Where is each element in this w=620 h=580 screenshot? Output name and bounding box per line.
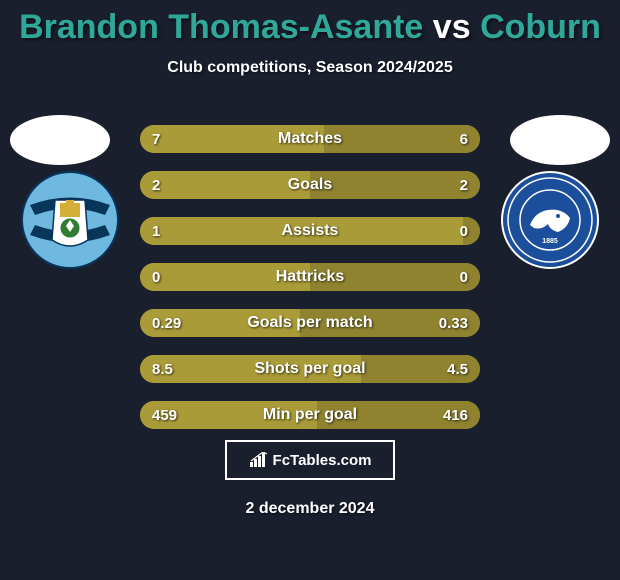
- player2-name: Coburn: [480, 8, 601, 46]
- stat-label: Goals per match: [140, 309, 480, 337]
- player1-name: Brandon Thomas-Asante: [19, 8, 423, 46]
- stat-label: Hattricks: [140, 263, 480, 291]
- crest-year: 1885: [542, 238, 558, 245]
- stat-row: 22Goals: [140, 171, 480, 199]
- comparison-title: Brandon Thomas-Asante vs Coburn: [0, 0, 620, 47]
- brand-text: FcTables.com: [273, 452, 372, 469]
- stat-row: 10Assists: [140, 217, 480, 245]
- stat-label: Matches: [140, 125, 480, 153]
- subtitle: Club competitions, Season 2024/2025: [0, 59, 620, 77]
- stat-label: Shots per goal: [140, 355, 480, 383]
- vs-text: vs: [433, 8, 471, 46]
- club-crest-right: 1885: [500, 170, 600, 270]
- stat-label: Min per goal: [140, 401, 480, 429]
- player1-avatar: [10, 115, 110, 165]
- player2-avatar: [510, 115, 610, 165]
- stat-row: 8.54.5Shots per goal: [140, 355, 480, 383]
- stat-label: Goals: [140, 171, 480, 199]
- stat-label: Assists: [140, 217, 480, 245]
- brand-chart-icon: [249, 452, 269, 468]
- brand-box: FcTables.com: [225, 440, 395, 480]
- stat-row: 0.290.33Goals per match: [140, 309, 480, 337]
- club-crest-left: [20, 170, 120, 270]
- stat-row: 76Matches: [140, 125, 480, 153]
- stat-row: 459416Min per goal: [140, 401, 480, 429]
- stat-row: 00Hattricks: [140, 263, 480, 291]
- stats-container: 76Matches 22Goals 10Assists 00Hattricks 0.29…: [140, 125, 480, 447]
- date-text: 2 december 2024: [0, 500, 620, 518]
